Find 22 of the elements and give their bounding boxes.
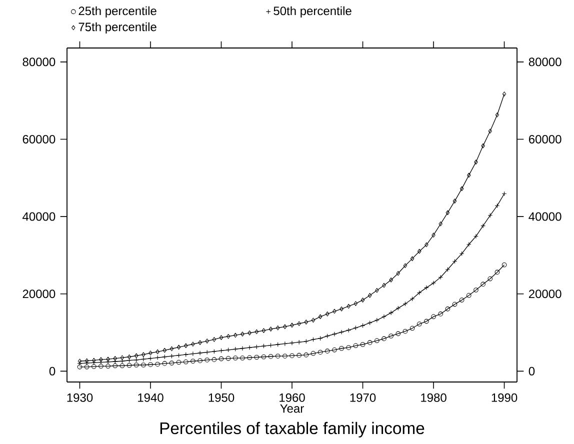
legend-label: 50th percentile [274, 6, 352, 18]
legend-label: 75th percentile [78, 22, 156, 34]
legend-label: 25th percentile [78, 6, 156, 18]
y2-tick-label: 20000 [22, 290, 56, 298]
y-tick-label: 80000 [528, 58, 562, 66]
y2-tick-label: 60000 [22, 134, 56, 144]
x-tick-label: 1960 [280, 393, 305, 402]
x-tick-label: 1980 [421, 393, 446, 402]
y-tick-label: 60000 [528, 134, 562, 144]
y-tick-label: 40000 [528, 212, 562, 221]
x-tick-label: 1990 [492, 393, 518, 402]
x-axis-title: Year [280, 404, 304, 413]
x-tick-label: 1940 [138, 393, 164, 402]
y-tick-label: 0 [528, 366, 535, 376]
y2-tick-label: 40000 [22, 212, 56, 221]
text: Percentiles of taxable family income [160, 422, 424, 438]
y2-tick-label: 0 [49, 366, 56, 376]
y2-tick-label: 80000 [22, 58, 56, 66]
y-tick-label: 20000 [528, 290, 562, 298]
x-tick-label: 1930 [67, 393, 93, 402]
x-tick-label: 1970 [350, 393, 376, 402]
x-tick-label: 1950 [208, 393, 234, 402]
